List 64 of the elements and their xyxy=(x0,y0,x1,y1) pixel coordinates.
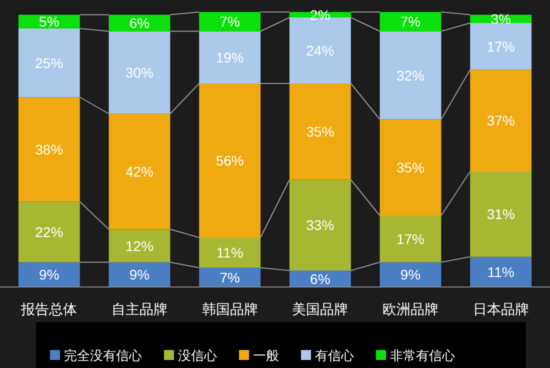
bar xyxy=(470,172,532,257)
data-label: 19% xyxy=(216,49,244,66)
data-label: 9% xyxy=(39,266,60,283)
data-label: 17% xyxy=(396,230,425,247)
bar xyxy=(108,114,170,230)
data-label: 37% xyxy=(486,112,515,129)
x-tick-label: 美国品牌 xyxy=(292,302,348,318)
data-label: 7% xyxy=(220,269,240,286)
data-label: 7% xyxy=(400,14,421,30)
bar xyxy=(470,256,532,287)
bar xyxy=(380,262,442,287)
bar xyxy=(108,262,170,287)
bar xyxy=(108,229,170,262)
data-label: 35% xyxy=(396,159,425,176)
bar xyxy=(18,262,80,287)
data-label: 7% xyxy=(220,14,240,30)
data-label: 12% xyxy=(125,238,154,254)
data-label: 56% xyxy=(216,152,244,168)
legend-label: 非常有信心 xyxy=(390,348,455,364)
data-label: 3% xyxy=(490,10,511,27)
bar xyxy=(380,31,442,120)
bar xyxy=(199,31,261,84)
bar xyxy=(289,84,351,180)
x-tick-label: 自主品牌 xyxy=(112,302,168,318)
legend-label: 完全没有信心 xyxy=(64,348,142,364)
bar xyxy=(108,31,170,114)
data-label: 32% xyxy=(396,67,425,84)
data-label: 6% xyxy=(129,15,150,31)
bar xyxy=(380,216,442,262)
data-label: 9% xyxy=(129,266,150,283)
data-label: 11% xyxy=(487,264,514,280)
bar xyxy=(18,97,80,202)
data-label: 17% xyxy=(486,38,515,54)
bar xyxy=(199,238,261,268)
data-label: 25% xyxy=(35,54,64,71)
x-tick-label: 报告总体 xyxy=(20,302,78,318)
data-label: 11% xyxy=(216,244,244,261)
data-label: 31% xyxy=(486,206,515,222)
data-label: 35% xyxy=(306,124,334,140)
legend-label: 一般 xyxy=(253,349,279,364)
bar xyxy=(199,12,261,32)
legend-label: 有信心 xyxy=(315,348,354,364)
data-label: 6% xyxy=(310,270,330,287)
data-label: 30% xyxy=(125,64,154,80)
data-label: 24% xyxy=(306,42,334,58)
bar xyxy=(108,14,170,32)
x-tick-label: 欧洲品牌 xyxy=(382,302,438,318)
bar xyxy=(470,70,532,172)
bar xyxy=(18,202,80,262)
data-label: 5% xyxy=(39,14,60,30)
bar xyxy=(380,119,442,216)
x-tick-label: 日本品牌 xyxy=(472,302,529,318)
data-label: 42% xyxy=(125,164,154,180)
data-label: 9% xyxy=(400,266,421,283)
x-tick-label: 韩国品牌 xyxy=(202,302,258,318)
legend-label: 没信心 xyxy=(178,348,217,364)
bar xyxy=(470,23,532,70)
data-label: 22% xyxy=(35,224,64,240)
data-label: 38% xyxy=(35,142,64,158)
bar xyxy=(289,180,351,270)
data-label: 33% xyxy=(306,217,334,234)
bar xyxy=(380,12,442,32)
bar xyxy=(18,28,80,98)
bar xyxy=(199,84,261,238)
